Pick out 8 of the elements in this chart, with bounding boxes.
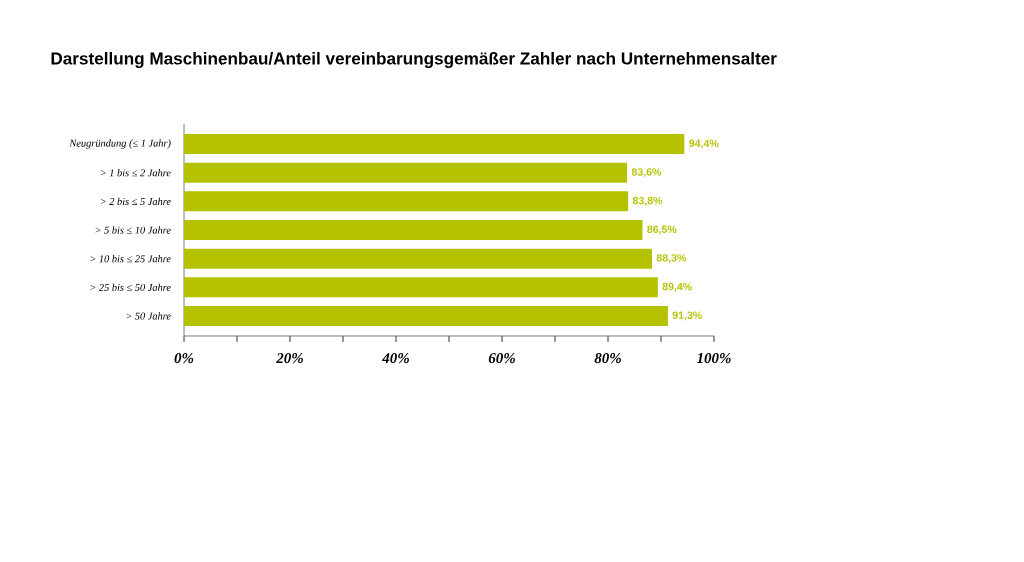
bar	[184, 277, 658, 298]
bar	[184, 248, 652, 269]
bar	[184, 220, 643, 241]
bar	[184, 191, 629, 212]
bar	[184, 305, 668, 326]
bar	[184, 162, 628, 183]
bar	[184, 134, 685, 155]
chart-title: Darstellung Maschinenbau/Anteil vereinbarungsgemäßer Zahler nach Unternehmensalter	[51, 51, 777, 69]
